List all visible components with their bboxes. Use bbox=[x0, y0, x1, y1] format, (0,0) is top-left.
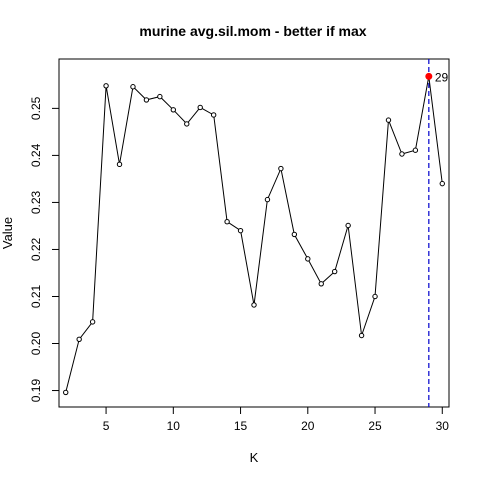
y-tick-label: 0.24 bbox=[29, 143, 43, 167]
data-point bbox=[291, 231, 298, 238]
y-tick-label: 0.19 bbox=[29, 379, 43, 403]
chart-title: murine avg.sil.mom - better if max bbox=[139, 23, 366, 39]
data-point bbox=[130, 84, 136, 90]
data-point bbox=[170, 107, 177, 113]
data-point bbox=[385, 117, 392, 123]
data-point bbox=[412, 147, 419, 153]
data-point bbox=[116, 161, 123, 168]
x-axis-label: K bbox=[250, 450, 259, 465]
data-point bbox=[184, 121, 190, 127]
data-point bbox=[197, 104, 203, 111]
data-point bbox=[63, 389, 69, 396]
x-tick-label: 25 bbox=[368, 419, 382, 433]
best-point-label: 29 bbox=[435, 70, 449, 84]
plot-frame bbox=[58, 58, 450, 408]
x-tick-label: 30 bbox=[436, 419, 450, 433]
data-point bbox=[264, 196, 271, 203]
data-point bbox=[103, 83, 109, 89]
x-tick-label: 20 bbox=[301, 419, 315, 433]
data-point bbox=[345, 222, 351, 229]
data-point bbox=[318, 281, 324, 287]
data-point bbox=[305, 256, 311, 262]
data-point bbox=[210, 112, 217, 118]
y-axis: 0.19 0.20 0.21 0.22 0.23 0.24 0.25 bbox=[29, 96, 60, 403]
y-tick-label: 0.22 bbox=[29, 237, 43, 261]
series-points bbox=[63, 73, 445, 396]
y-tick-label: 0.20 bbox=[29, 332, 43, 356]
data-point bbox=[399, 151, 405, 157]
data-point bbox=[157, 93, 163, 100]
data-point bbox=[372, 293, 378, 300]
x-tick-label: 10 bbox=[167, 419, 181, 433]
data-point bbox=[278, 165, 284, 172]
data-point bbox=[224, 219, 230, 225]
y-tick-label: 0.25 bbox=[29, 96, 43, 120]
data-point bbox=[76, 336, 82, 342]
data-point bbox=[237, 227, 244, 234]
data-point bbox=[358, 332, 365, 339]
data-point bbox=[251, 302, 257, 308]
y-axis-label: Value bbox=[0, 217, 15, 249]
y-tick-label: 0.23 bbox=[29, 190, 43, 214]
data-point bbox=[89, 319, 96, 325]
best-point bbox=[425, 72, 433, 80]
data-point bbox=[439, 180, 445, 187]
x-axis: 5 10 15 20 25 30 bbox=[103, 406, 450, 433]
data-point bbox=[331, 268, 338, 275]
x-tick-label: 15 bbox=[234, 419, 248, 433]
data-point bbox=[143, 97, 150, 103]
x-tick-label: 5 bbox=[103, 419, 110, 433]
y-tick-label: 0.21 bbox=[29, 284, 43, 308]
series-line bbox=[65, 76, 443, 393]
